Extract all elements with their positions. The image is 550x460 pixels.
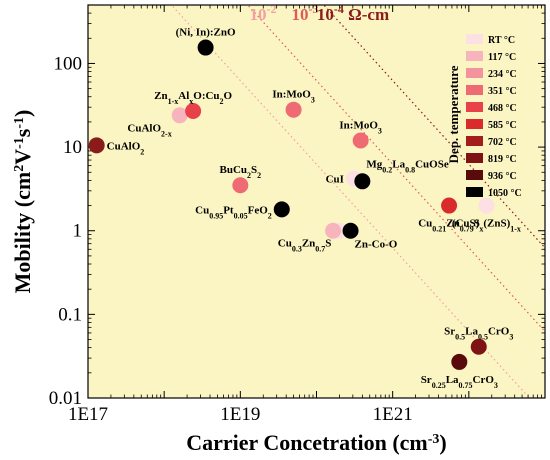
data-point-8 <box>325 222 342 239</box>
data-point-9 <box>342 222 359 239</box>
legend: RT °C 117 °C 234 °C 351 °C 468 °C 585 °C 702 °… <box>446 34 522 199</box>
legend-title: Dep. temperature <box>446 65 461 163</box>
point-label-0: CuAlO2 <box>107 140 145 156</box>
legend-swatch-1 <box>466 51 483 61</box>
legend-label-1: 117 °C <box>488 52 516 63</box>
point-label-16: Sr0.5La0.5CrO3 <box>444 326 513 342</box>
legend-label-5: 585 °C <box>488 120 517 131</box>
y-tick-label-0: 0.01 <box>49 388 82 409</box>
legend-swatch-0 <box>466 34 483 44</box>
data-point-1 <box>171 107 188 124</box>
data-point-5 <box>273 201 290 218</box>
point-label-1: CuAlO2-x <box>127 122 171 138</box>
resistivity-labels: 10-2 10-310-4 Ω-cm <box>250 2 390 24</box>
legend-label-0: RT °C <box>488 35 515 46</box>
point-label-4: BuCu2S2 <box>220 164 262 180</box>
data-point-6 <box>285 101 302 118</box>
resistivity-label-2: 10-4 Ω-cm <box>317 2 389 24</box>
legend-swatch-3 <box>466 85 483 95</box>
data-point-12 <box>352 132 369 149</box>
resistivity-label-1: 10-3 <box>292 2 319 24</box>
data-point-0 <box>88 137 105 154</box>
point-label-3: (Ni, In):ZnO <box>176 27 236 39</box>
data-point-3 <box>197 39 214 56</box>
point-label-2: Zn1-xAlxO:Cu2O <box>154 90 232 106</box>
x-tick-label-2: 1E21 <box>373 404 413 425</box>
data-point-15 <box>451 353 468 370</box>
data-points: CuAlO2 CuAlO2-x Zn1-xAlxO:Cu2O (Ni, In):ZnO… <box>88 27 521 390</box>
point-label-11: Mg0.2La0.8CuOSe <box>366 158 448 174</box>
point-label-12: In:MoO3 <box>339 119 382 135</box>
x-tick-label-1: 1E19 <box>220 404 260 425</box>
y-tick-label-1: 0.1 <box>58 304 82 325</box>
y-tick-label-4: 100 <box>54 53 83 74</box>
data-point-4 <box>232 177 249 194</box>
y-axis-title: Mobility (cm2V-1s-1) <box>10 110 35 294</box>
data-point-2 <box>185 103 202 120</box>
legend-label-4: 468 °C <box>488 103 517 114</box>
legend-swatch-7 <box>466 153 483 163</box>
y-tick-label-3: 10 <box>63 137 82 158</box>
resistivity-label-0: 10-2 <box>250 2 277 24</box>
data-point-16 <box>470 338 487 355</box>
point-label-6: In:MoO3 <box>272 89 315 105</box>
legend-swatch-8 <box>466 170 483 180</box>
legend-label-7: 819 °C <box>488 154 517 165</box>
legend-label-9: 1050 °C <box>488 188 522 199</box>
legend-swatch-4 <box>466 102 483 112</box>
axes: 1E17 1E19 1E21 0.01 0.1 1 10 100 <box>49 4 546 425</box>
legend-label-6: 702 °C <box>488 137 517 148</box>
point-label-15: Sr0.25La0.75CrO3 <box>421 374 498 390</box>
point-label-5: Cu0.95Pt0.05FeO2 <box>195 204 272 220</box>
legend-label-8: 936 °C <box>488 171 517 182</box>
legend-swatch-2 <box>466 68 483 78</box>
point-label-7: Cu0.3Zn0.7S <box>278 238 332 254</box>
legend-swatch-5 <box>466 119 483 129</box>
legend-swatch-6 <box>466 136 483 146</box>
legend-label-3: 351 °C <box>488 86 517 97</box>
data-point-13 <box>441 197 458 214</box>
data-point-11 <box>354 173 371 190</box>
point-label-14: (CuS)x(ZnS)1-x <box>452 218 521 234</box>
y-tick-label-2: 1 <box>73 221 83 242</box>
x-tick-label-0: 1E17 <box>68 404 108 425</box>
legend-label-2: 234 °C <box>488 69 517 80</box>
x-axis-title: Carrier Concetration (cm-3) <box>186 430 447 455</box>
point-label-13: Cu0.21Zn0.79S <box>418 218 480 234</box>
point-label-9: Zn-Co-O <box>355 239 398 251</box>
point-label-10: CuI <box>326 174 344 186</box>
data-point-14 <box>478 197 495 214</box>
legend-swatch-9 <box>466 187 483 197</box>
